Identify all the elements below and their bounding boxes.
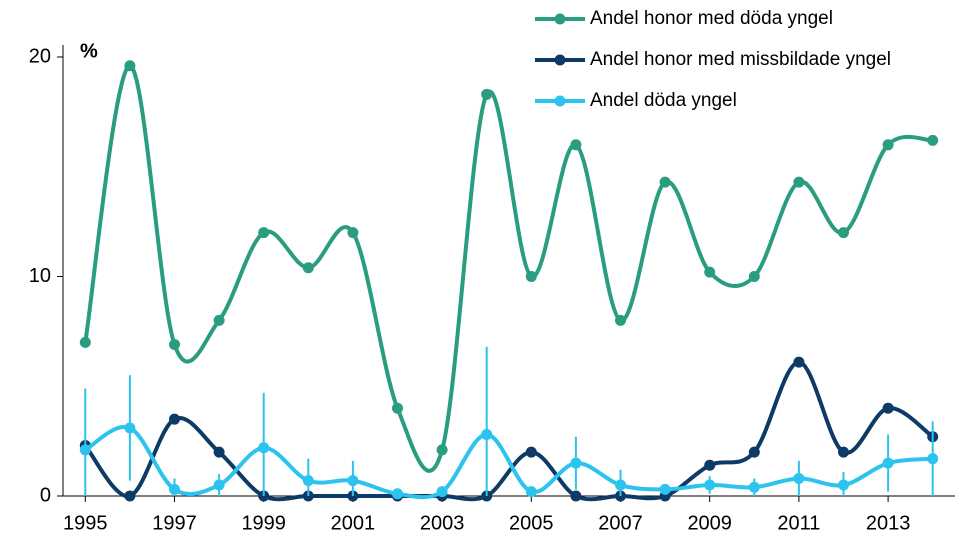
marker [927, 134, 939, 146]
marker [436, 444, 448, 456]
legend-marker [554, 13, 566, 25]
marker [570, 457, 582, 469]
marker [704, 266, 716, 278]
marker [79, 336, 91, 348]
marker [793, 176, 805, 188]
marker [347, 227, 359, 239]
x-tick-label: 1997 [152, 512, 197, 534]
marker [704, 479, 716, 491]
marker [882, 402, 894, 414]
marker [481, 429, 493, 441]
marker [302, 475, 314, 487]
marker [748, 271, 760, 282]
marker [169, 339, 180, 351]
marker [213, 314, 225, 326]
marker [838, 227, 849, 239]
marker [882, 139, 894, 151]
x-tick-label: 2013 [866, 512, 911, 534]
marker [748, 446, 760, 458]
marker [258, 227, 270, 239]
marker [169, 483, 180, 495]
marker [124, 422, 136, 434]
marker [258, 442, 270, 454]
marker [525, 486, 537, 498]
legend-label: Andel döda yngel [590, 90, 737, 111]
marker [838, 479, 849, 491]
y-tick-label: 20 [29, 45, 51, 67]
x-tick-label: 2011 [777, 512, 820, 534]
marker [213, 446, 225, 458]
marker [615, 479, 626, 491]
marker [570, 139, 582, 151]
marker [838, 446, 849, 458]
marker [124, 60, 136, 72]
marker [882, 457, 894, 469]
marker [525, 271, 537, 282]
marker [659, 483, 671, 495]
marker [436, 486, 448, 498]
marker [659, 176, 671, 188]
x-tick-label: 1999 [241, 512, 286, 534]
marker [704, 459, 716, 471]
marker [793, 356, 805, 368]
marker [124, 490, 136, 502]
x-tick-label: 2007 [598, 512, 643, 534]
marker [748, 481, 760, 493]
legend-label: Andel honor med missbildade yngel [590, 49, 891, 70]
legend-marker [554, 54, 566, 66]
x-tick-label: 2003 [420, 512, 465, 534]
marker [570, 490, 582, 502]
y-tick-label: 10 [29, 265, 51, 287]
series-line [83, 63, 933, 473]
marker [347, 475, 359, 487]
y-axis-label: % [80, 40, 98, 62]
marker [79, 444, 91, 456]
marker [525, 446, 537, 458]
marker [793, 472, 805, 484]
x-tick-label: 2009 [687, 512, 732, 534]
marker [615, 314, 626, 326]
marker [302, 262, 314, 274]
marker [392, 488, 403, 500]
marker [481, 88, 493, 100]
legend-label: Andel honor med döda yngel [590, 8, 833, 29]
x-tick-label: 1995 [63, 512, 108, 534]
marker [169, 413, 180, 425]
x-tick-label: 2001 [331, 512, 376, 534]
marker [213, 479, 225, 491]
marker [927, 453, 939, 465]
marker [392, 402, 403, 414]
x-tick-label: 2005 [509, 512, 554, 534]
y-tick-label: 0 [40, 484, 51, 506]
legend-marker [554, 95, 566, 107]
series-line [84, 424, 933, 500]
